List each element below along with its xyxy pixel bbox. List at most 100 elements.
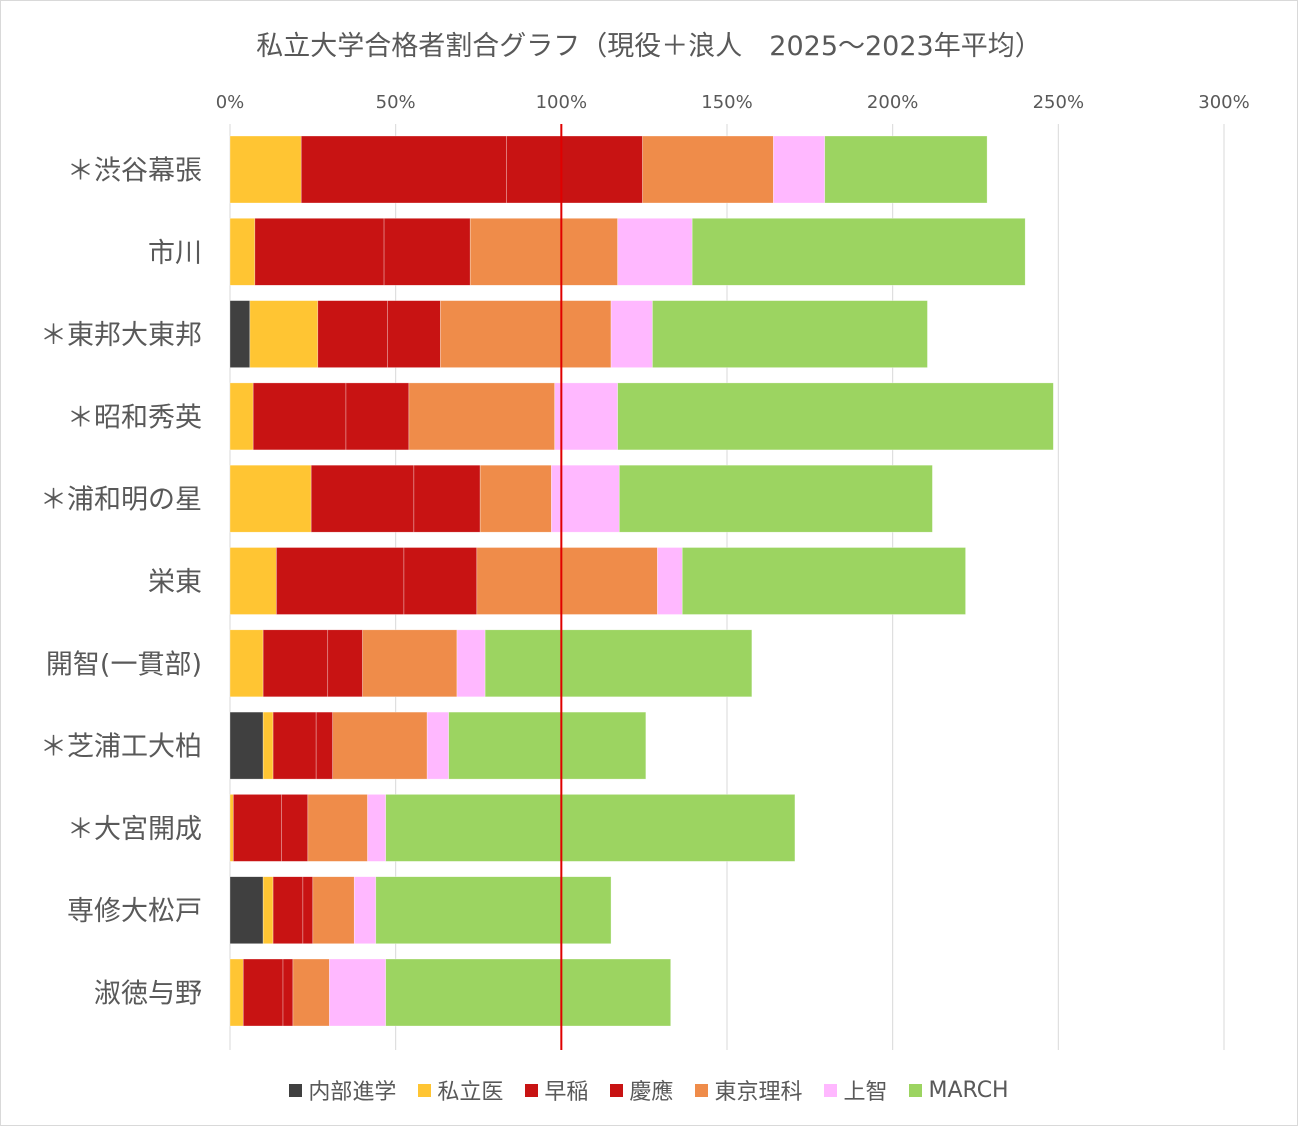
bar-segment [773, 135, 826, 204]
bar-segment [312, 876, 355, 945]
bar-segment [362, 629, 458, 698]
bar-segment [551, 464, 620, 533]
bar-segment [448, 711, 647, 780]
legend-swatch [695, 1083, 709, 1097]
legend-item: 慶應 [610, 1074, 673, 1106]
bar-segment [469, 218, 618, 286]
bar-segment [272, 876, 304, 945]
bar-segment [229, 711, 264, 780]
bar-segment [229, 958, 244, 1027]
legend-item: 内部進学 [289, 1074, 396, 1106]
legend-item: MARCH [909, 1074, 1009, 1106]
legend-label: 私立医 [437, 1080, 504, 1105]
bar-segment [315, 711, 334, 780]
bar-segment [229, 382, 254, 451]
bar-segment [652, 300, 928, 368]
bar-segment [619, 464, 933, 533]
bar-segment [242, 958, 284, 1027]
bar-segment [332, 711, 428, 780]
x-tick-label: 250% [1033, 92, 1084, 113]
bar-segment [657, 547, 683, 615]
bar-segment [484, 629, 753, 698]
category-label: 専修大松戸 [67, 896, 202, 927]
legend-swatch [525, 1083, 539, 1097]
bar-segment [252, 382, 347, 451]
legend-swatch [610, 1083, 624, 1097]
bar-segment [440, 300, 612, 368]
bar-segment [479, 464, 552, 533]
category-label: 市川 [148, 238, 202, 269]
legend-label: 慶應 [629, 1080, 674, 1105]
bar-segment [272, 711, 317, 780]
bar-segment [617, 382, 1054, 451]
bar-segment [262, 711, 274, 780]
bar-segment [229, 876, 264, 945]
bar-segment [456, 629, 486, 698]
category-label: ＊昭和秀英 [67, 402, 202, 433]
chart-title: 私立大学合格者割合グラフ（現役＋浪人 2025～2023年平均） [256, 31, 1042, 62]
legend-label: 早稲 [544, 1080, 589, 1105]
bar-segment [554, 382, 618, 451]
legend-item: 上智 [824, 1074, 887, 1106]
category-label: 淑徳与野 [94, 979, 202, 1010]
bar-segment [262, 629, 329, 698]
bar-segment [353, 876, 377, 945]
bar-segment [233, 794, 282, 862]
bar-segment [292, 958, 330, 1027]
bar-segment [229, 464, 312, 533]
bar-segment [385, 958, 671, 1027]
bar-segment [249, 300, 319, 368]
bar-segment [506, 135, 643, 204]
bar-segment [300, 135, 507, 204]
category-label: ＊浦和明の星 [40, 485, 202, 516]
bar-segment [329, 958, 387, 1027]
legend-item: 私立医 [418, 1074, 503, 1106]
bar-segment [281, 794, 309, 862]
legend-item: 東京理科 [695, 1074, 802, 1106]
bar-segment [345, 382, 410, 451]
category-label: ＊渋谷幕張 [67, 156, 202, 187]
bar-segment [317, 300, 388, 368]
bar-segment [681, 547, 966, 615]
category-label: ＊東邦大東邦 [40, 320, 202, 351]
bar-segment [691, 218, 1026, 286]
legend-swatch [824, 1083, 838, 1097]
bar-segment [282, 958, 294, 1027]
bar-segment [229, 794, 234, 862]
bar-segment [310, 464, 415, 533]
bar-segment [385, 794, 796, 862]
bar-segment [367, 794, 387, 862]
bar-segment [413, 464, 481, 533]
legend-item: 早稲 [525, 1074, 588, 1106]
x-tick-label: 50% [376, 92, 416, 113]
legend-label: MARCH [928, 1077, 1009, 1103]
x-tick-label: 200% [867, 92, 918, 113]
bar-segment [426, 711, 449, 780]
bar-segment [229, 547, 277, 615]
legend-swatch [418, 1083, 432, 1097]
x-tick-label: 0% [216, 92, 245, 113]
bar-segment [387, 300, 441, 368]
legend-swatch [289, 1083, 303, 1097]
bar-segment [476, 547, 658, 615]
legend-label: 内部進学 [308, 1080, 397, 1105]
bar-segment [610, 300, 653, 368]
category-label: ＊芝浦工大柏 [40, 732, 202, 763]
x-tick-label: 100% [536, 92, 587, 113]
bar-segment [229, 218, 256, 286]
bar-segment [408, 382, 556, 451]
bar-segment [307, 794, 368, 862]
bar-segment [229, 135, 302, 204]
bar-segment [824, 135, 988, 204]
bar-segment [403, 547, 478, 615]
bar-segment [262, 876, 274, 945]
category-label: 栄東 [148, 567, 202, 598]
bar-segment [276, 547, 405, 615]
bar-segment [229, 300, 251, 368]
category-label: ＊大宮開成 [67, 814, 202, 845]
bar-segment [327, 629, 363, 698]
chart-legend: 内部進学 私立医 早稲 慶應 東京理科 上智 MARCH [0, 1074, 1298, 1106]
bar-segment [254, 218, 385, 286]
x-tick-label: 300% [1198, 92, 1249, 113]
